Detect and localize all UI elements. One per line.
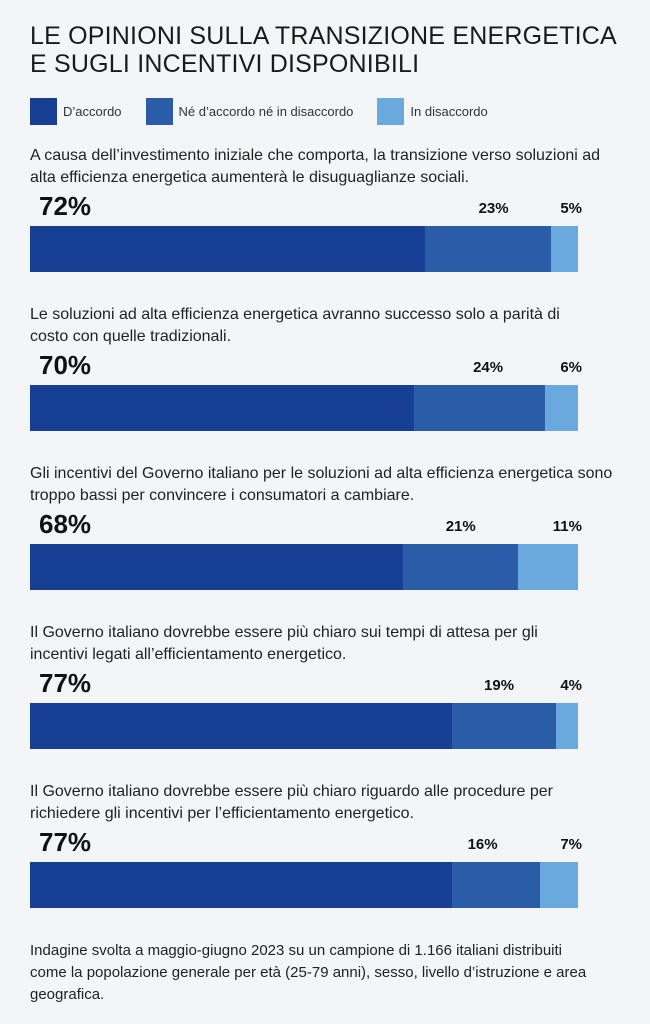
bar-segment-agree	[30, 703, 452, 749]
data-label: 19%	[484, 677, 515, 694]
question-text: Il Governo italiano dovrebbe essere più …	[30, 783, 553, 822]
data-label: 16%	[467, 836, 498, 853]
legend-swatch	[30, 98, 57, 125]
data-label: 70%	[39, 350, 92, 380]
bar-segment-disagree	[539, 862, 578, 908]
bar-segment-agree	[30, 385, 414, 431]
data-label: 5%	[560, 200, 582, 217]
legend-label: Né d’accordo né in disaccordo	[178, 104, 354, 119]
data-label: 24%	[473, 359, 504, 376]
bar-segment-neutral	[424, 226, 551, 272]
data-label: 4%	[560, 677, 582, 694]
bar-segment-disagree	[517, 544, 578, 590]
question-block: Il Governo italiano dovrebbe essere più …	[30, 622, 630, 782]
question-text: A causa dell’investimento iniziale che c…	[30, 147, 601, 186]
legend-item-neutral: Né d’accordo né in disaccordo	[145, 98, 354, 125]
legend-item-agree: D’accordo	[30, 98, 122, 125]
data-label: 6%	[560, 359, 582, 376]
bar-segment-disagree	[550, 226, 578, 272]
data-label: 23%	[478, 200, 509, 217]
stacked-bar	[30, 862, 578, 908]
question-block: A causa dell’investimento iniziale che c…	[30, 145, 630, 305]
chart-title: LE OPINIONI SULLA TRANSIZIONE ENERGETICA…	[30, 22, 616, 78]
bar-segment-neutral	[413, 385, 546, 431]
data-label: 77%	[39, 668, 92, 698]
data-label: 11%	[552, 518, 582, 535]
question-block: Le soluzioni ad alta efficienza energeti…	[30, 304, 630, 464]
question-text: Il Governo italiano dovrebbe essere più …	[30, 624, 538, 663]
stacked-bar	[30, 226, 578, 272]
question-text: Le soluzioni ad alta efficienza energeti…	[30, 306, 560, 345]
question-text: Gli incentivi del Governo italiano per l…	[30, 465, 613, 504]
data-label: 77%	[39, 827, 92, 857]
legend-item-disagree: In disaccordo	[377, 98, 488, 125]
data-label: 72%	[39, 191, 92, 221]
bar-segment-neutral	[402, 544, 518, 590]
legend: D’accordo Né d’accordo né in disaccordo …	[30, 98, 512, 125]
legend-label: D’accordo	[63, 104, 122, 119]
bar-segment-agree	[30, 544, 403, 590]
data-label: 7%	[560, 836, 582, 853]
stacked-bar	[30, 703, 578, 749]
stacked-bar	[30, 544, 578, 590]
footnote: Indagine svolta a maggio-giugno 2023 su …	[30, 942, 587, 1003]
bar-segment-agree	[30, 862, 452, 908]
legend-swatch	[145, 98, 173, 125]
legend-swatch	[377, 98, 405, 125]
data-label: 21%	[445, 518, 476, 535]
bar-segment-neutral	[451, 862, 540, 908]
question-block: Gli incentivi del Governo italiano per l…	[30, 463, 630, 623]
legend-label: In disaccordo	[410, 104, 488, 119]
stacked-bar	[30, 385, 578, 431]
bar-segment-neutral	[451, 703, 557, 749]
bar-segment-disagree	[556, 703, 578, 749]
bar-segment-agree	[30, 226, 425, 272]
bar-segment-disagree	[545, 385, 578, 431]
question-block: Il Governo italiano dovrebbe essere più …	[30, 781, 630, 941]
data-label: 68%	[39, 509, 92, 539]
